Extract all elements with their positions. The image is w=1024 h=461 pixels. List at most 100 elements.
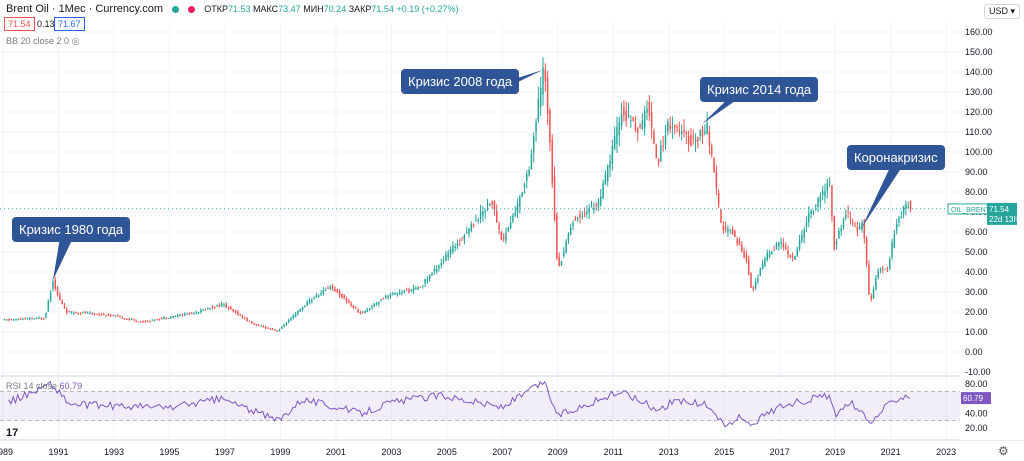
candle [8, 319, 10, 321]
price-tick-label: -10.00 [965, 367, 991, 377]
candle [239, 314, 241, 316]
candle [821, 191, 824, 196]
candle [415, 288, 417, 290]
candle [146, 320, 149, 322]
candle [634, 123, 637, 131]
candle [595, 204, 597, 206]
candle [745, 254, 748, 261]
candle [882, 269, 884, 271]
candle [798, 240, 801, 249]
price-tick-label: 40.00 [965, 267, 988, 277]
gear-icon[interactable]: ⚙ [998, 444, 1009, 458]
candle [519, 196, 521, 207]
bb-indicator-label[interactable]: BB 20 close 2 0 ◎ [6, 36, 80, 46]
candle [447, 253, 449, 258]
candle [33, 318, 36, 320]
candle [24, 318, 26, 320]
candle [479, 211, 482, 220]
candle [609, 161, 611, 169]
candle [116, 315, 119, 317]
candle [343, 295, 345, 298]
bid-price[interactable]: 71.54 [4, 17, 35, 31]
candle [79, 313, 82, 315]
candle [140, 321, 142, 323]
price-tick-label: 20.00 [965, 307, 988, 317]
candle [863, 220, 866, 239]
symbol-title[interactable]: Brent Oil · 1Мес · Currency.com [6, 3, 164, 15]
time-tick-label: 2011 [604, 447, 623, 457]
candle [158, 318, 161, 320]
candle [153, 320, 156, 322]
candle [669, 125, 671, 129]
eye-hidden-icon[interactable]: ◎ [71, 36, 80, 46]
annotation-1980-crisis[interactable]: Кризис 1980 года [12, 217, 131, 242]
time-tick-label: 2013 [659, 447, 679, 457]
candle [805, 221, 808, 228]
candle [861, 222, 863, 231]
price-tick-label: 160.00 [965, 27, 993, 37]
candle [86, 312, 89, 314]
annotation-2014-crisis[interactable]: Кризис 2014 года [700, 77, 819, 102]
candle [183, 314, 186, 316]
candle [498, 224, 500, 230]
candle [248, 320, 251, 322]
candle [676, 126, 678, 128]
price-axis-bg [960, 22, 1024, 440]
candle [401, 292, 403, 294]
time-tick-label: 1997 [215, 447, 235, 457]
rsi-indicator-label[interactable]: RSI 14 close 60.79 [6, 381, 83, 391]
candle [835, 241, 838, 245]
ask-price[interactable]: 71.67 [54, 17, 85, 31]
candle [660, 145, 662, 162]
candle [112, 314, 114, 316]
candle [486, 204, 489, 206]
chart-header: Brent Oil · 1Мес · Currency.com ОТКР71.5… [6, 3, 459, 15]
candle [616, 126, 618, 144]
candle [22, 319, 24, 321]
candle [567, 233, 570, 241]
time-tick-label: 2003 [381, 447, 401, 457]
candle [512, 215, 514, 221]
candle [424, 279, 426, 284]
candle [685, 132, 688, 135]
candle [678, 130, 681, 132]
candle [281, 326, 283, 329]
currency-select[interactable]: USD ▾ [983, 4, 1020, 19]
candle [49, 291, 52, 302]
candle [301, 307, 304, 311]
candle [77, 312, 80, 314]
candle [128, 318, 130, 320]
candle [5, 319, 8, 321]
candle [637, 129, 639, 133]
candle [888, 259, 891, 269]
candle [283, 324, 285, 328]
candle [738, 240, 741, 246]
candle [891, 242, 893, 258]
candle [428, 275, 431, 279]
candle [530, 153, 533, 169]
price-tick-label: 100.00 [965, 147, 993, 157]
candle [576, 217, 579, 219]
annotation-covid-crisis[interactable]: Коронакризис [847, 145, 945, 170]
candle [40, 317, 43, 319]
annotation-2008-crisis[interactable]: Кризис 2008 года [401, 69, 520, 94]
candle [784, 246, 787, 250]
candle [671, 127, 674, 129]
candle [579, 214, 581, 218]
annotation-pointer-1980 [52, 238, 73, 280]
candle [15, 318, 17, 321]
rsi-value-tag [961, 392, 991, 405]
candle [757, 278, 759, 282]
candle [216, 304, 218, 306]
candle [109, 315, 112, 317]
candle [560, 260, 563, 266]
candle [96, 313, 98, 315]
candle [72, 312, 75, 314]
candle [188, 312, 191, 314]
candle [535, 122, 537, 133]
candle [84, 312, 87, 314]
time-tick-label: 2021 [881, 447, 901, 457]
candle [186, 313, 188, 315]
candle [558, 256, 560, 266]
candle [611, 145, 614, 164]
